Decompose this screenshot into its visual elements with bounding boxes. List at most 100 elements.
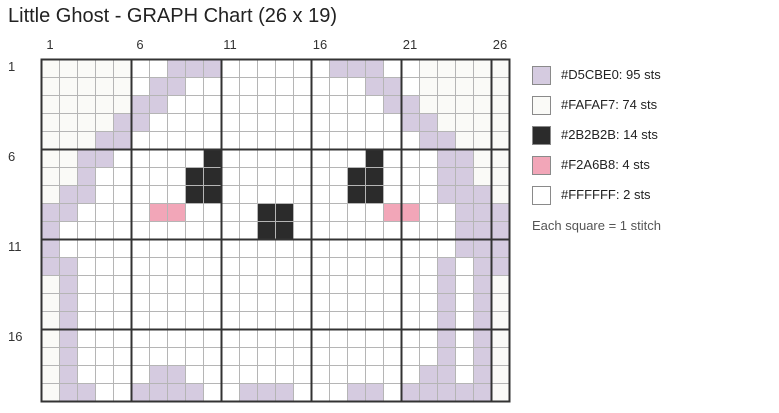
stitch-cell (59, 329, 77, 347)
stitch-cell (437, 131, 455, 149)
stitch-cell (257, 149, 275, 167)
stitch-cell (221, 275, 239, 293)
stitch-cell (257, 131, 275, 149)
stitch-cell (455, 203, 473, 221)
stitch-cell (185, 131, 203, 149)
stitch-cell (347, 275, 365, 293)
stitch-cell (131, 131, 149, 149)
stitch-cell (419, 113, 437, 131)
stitch-cell (203, 167, 221, 185)
stitch-cell (491, 77, 509, 95)
stitch-cell (383, 95, 401, 113)
stitch-cell (365, 347, 383, 365)
stitch-cell (77, 275, 95, 293)
stitch-cell (473, 113, 491, 131)
stitch-cell (95, 257, 113, 275)
stitch-cell (455, 347, 473, 365)
stitch-cell (203, 239, 221, 257)
stitch-cell (491, 257, 509, 275)
stitch-cell (221, 347, 239, 365)
stitch-cell (437, 149, 455, 167)
stitch-cell (293, 311, 311, 329)
stitch-cell (131, 329, 149, 347)
stitch-cell (491, 185, 509, 203)
stitch-cell (347, 203, 365, 221)
stitch-cell (275, 113, 293, 131)
stitch-cell (365, 275, 383, 293)
stitch-cell (491, 203, 509, 221)
stitch-cell (185, 239, 203, 257)
stitch-cell (437, 383, 455, 401)
stitch-cell (95, 59, 113, 77)
legend-swatch (532, 65, 551, 85)
stitch-cell (239, 203, 257, 221)
column-label: 21 (403, 37, 417, 52)
stitch-cell (41, 113, 59, 131)
stitch-cell (185, 275, 203, 293)
stitch-cell (221, 185, 239, 203)
stitch-cell (455, 95, 473, 113)
stitch-cell (437, 167, 455, 185)
stitch-cell (491, 149, 509, 167)
legend-item: #2B2B2B: 14 sts (532, 120, 661, 150)
stitch-cell (77, 167, 95, 185)
stitch-cell (311, 365, 329, 383)
stitch-cell (131, 167, 149, 185)
stitch-cell (167, 77, 185, 95)
stitch-cell (239, 77, 257, 95)
stitch-cell (185, 77, 203, 95)
stitch-cell (311, 275, 329, 293)
stitch-cell (239, 257, 257, 275)
stitch-cell (203, 293, 221, 311)
stitch-cell (149, 347, 167, 365)
stitch-cell (221, 203, 239, 221)
stitch-cell (401, 203, 419, 221)
stitch-cell (59, 185, 77, 203)
stitch-cell (419, 131, 437, 149)
stitch-cell (59, 347, 77, 365)
stitch-cell (221, 167, 239, 185)
stitch-cell (347, 95, 365, 113)
legend-swatch (532, 125, 551, 145)
stitch-cell (203, 113, 221, 131)
stitch-cell (221, 365, 239, 383)
stitch-cell (113, 311, 131, 329)
stitch-cell (167, 149, 185, 167)
stitch-cell (77, 185, 95, 203)
stitch-cell (257, 95, 275, 113)
stitch-cell (239, 329, 257, 347)
stitch-cell (455, 239, 473, 257)
stitch-cell (113, 59, 131, 77)
stitch-cell (59, 149, 77, 167)
stitch-cell (113, 77, 131, 95)
stitch-cell (95, 293, 113, 311)
stitch-cell (149, 329, 167, 347)
stitch-cell (383, 131, 401, 149)
stitch-cell (293, 131, 311, 149)
stitch-cell (365, 95, 383, 113)
stitch-cell (221, 77, 239, 95)
stitch-cell (401, 59, 419, 77)
stitch-cell (59, 383, 77, 401)
stitch-cell (59, 221, 77, 239)
stitch-cell (203, 185, 221, 203)
stitch-cell (347, 347, 365, 365)
stitch-cell (221, 113, 239, 131)
stitch-cell (473, 167, 491, 185)
stitch-cell (293, 221, 311, 239)
stitch-cell (185, 257, 203, 275)
stitch-cell (293, 239, 311, 257)
stitch-cell (491, 365, 509, 383)
stitch-cell (113, 383, 131, 401)
stitch-cell (473, 149, 491, 167)
stitch-cell (365, 149, 383, 167)
stitch-cell (167, 293, 185, 311)
stitch-cell (383, 203, 401, 221)
stitch-cell (419, 365, 437, 383)
stitch-cell (185, 311, 203, 329)
stitch-cell (257, 383, 275, 401)
row-label: 1 (8, 59, 15, 74)
stitch-cell (167, 221, 185, 239)
stitch-cell (491, 59, 509, 77)
stitch-cell (311, 347, 329, 365)
